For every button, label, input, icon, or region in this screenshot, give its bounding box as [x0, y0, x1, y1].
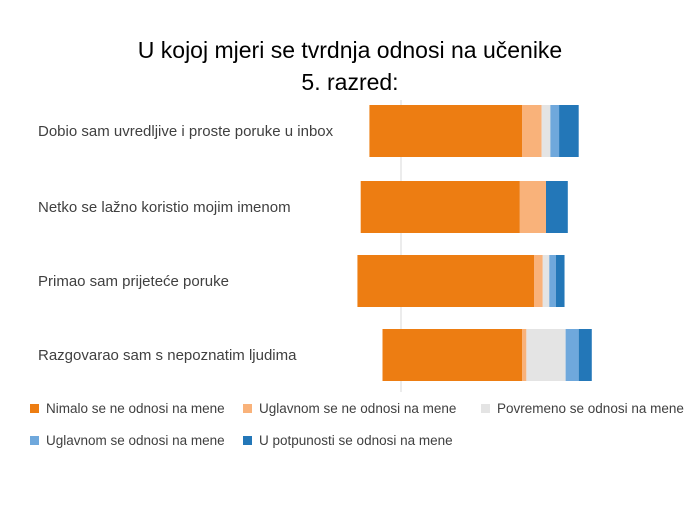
category-label: Dobio sam uvredljive i proste poruke u i… — [38, 123, 334, 140]
bar-segment — [522, 105, 542, 157]
legend-swatch — [481, 404, 490, 413]
category-labels: Dobio sam uvredljive i proste poruke u i… — [38, 123, 334, 364]
bar-segment — [526, 329, 566, 381]
legend-label: U potpunosti se odnosi na mene — [259, 433, 453, 448]
category-label: Primao sam prijeteće poruke — [38, 273, 229, 290]
chart-title-line-1: U kojoj mjeri se tvrdnja odnosi na učeni… — [137, 37, 563, 63]
bar-segment — [541, 105, 551, 157]
bar-segment — [542, 255, 550, 307]
category-label: Netko se lažno koristio mojim imenom — [38, 199, 291, 216]
bar-segment — [549, 255, 556, 307]
legend-swatch — [30, 404, 39, 413]
bar-segment — [534, 255, 543, 307]
category-label: Razgovarao sam s nepoznatim ljudima — [38, 347, 297, 364]
legend-swatch — [30, 436, 39, 445]
bars-layer — [357, 105, 592, 381]
legend: Nimalo se ne odnosi na mene Uglavnom se n… — [30, 401, 684, 448]
bar-segment — [519, 181, 546, 233]
bar-segment — [357, 255, 535, 307]
bar-segment — [369, 105, 523, 157]
chart-title-line-2: 5. razred: — [301, 69, 399, 95]
legend-label: Uglavnom se ne odnosi na mene — [259, 401, 456, 416]
bar-segment — [360, 181, 520, 233]
bar-segment — [559, 105, 579, 157]
legend-swatch — [243, 404, 252, 413]
bar-segment — [555, 255, 565, 307]
bar-segment — [565, 329, 579, 381]
bar-segment — [578, 329, 592, 381]
legend-label: Povremeno se odnosi na mene — [497, 401, 684, 416]
legend-label: Nimalo se ne odnosi na mene — [46, 401, 225, 416]
bar-segment — [546, 181, 568, 233]
bar-segment — [550, 105, 560, 157]
legend-label: Uglavnom se odnosi na mene — [46, 433, 225, 448]
bar-segment — [382, 329, 523, 381]
bar-segment — [522, 329, 527, 381]
legend-swatch — [243, 436, 252, 445]
